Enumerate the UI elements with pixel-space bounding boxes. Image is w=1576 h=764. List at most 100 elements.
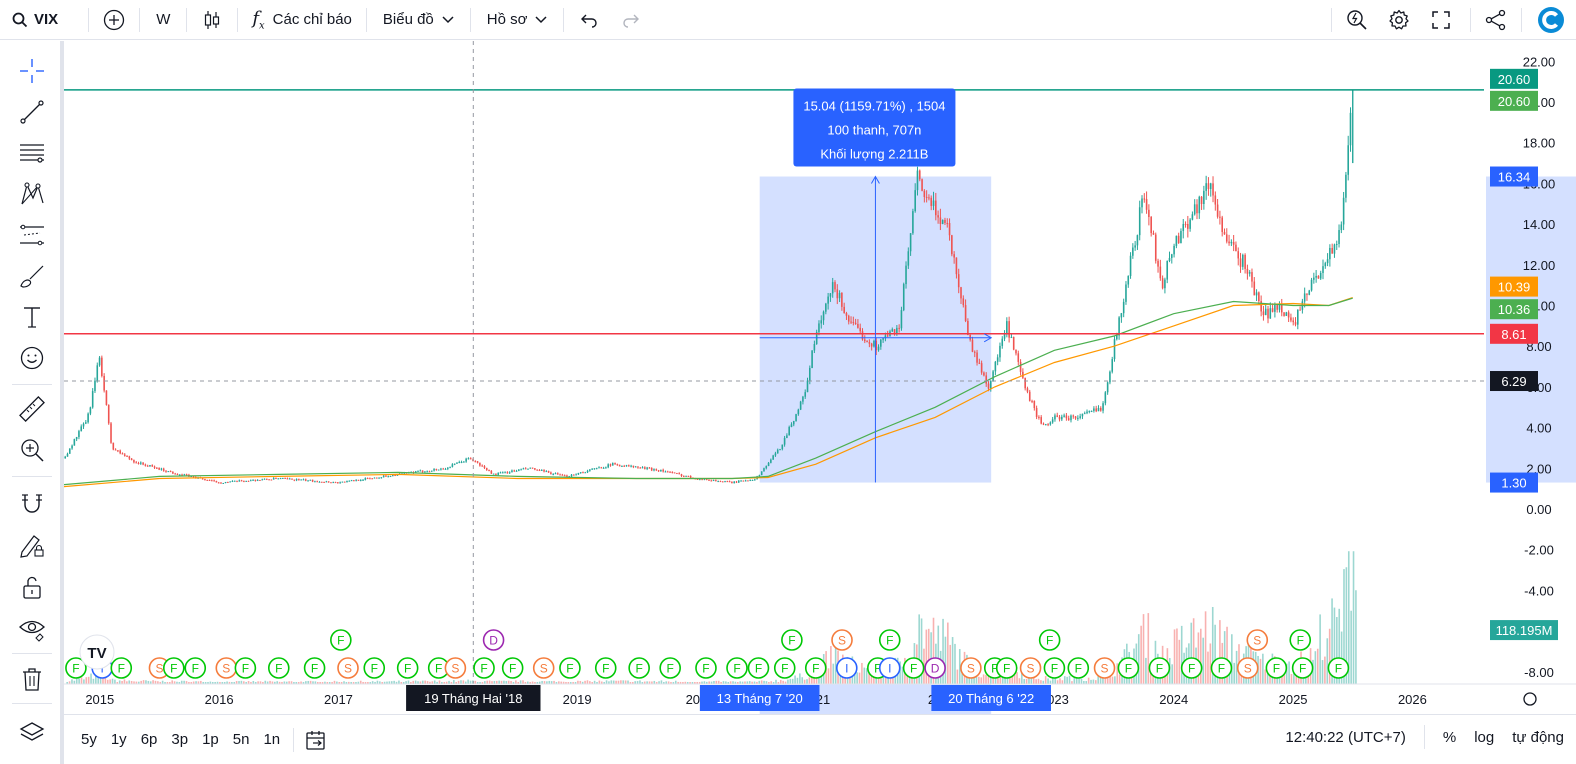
candle-body [300,479,302,481]
candle-body [863,339,866,342]
candle-body [94,380,96,392]
price-chart[interactable]: 15.04 (1159.71%) , 1504 100 thanh, 707n Kh… [64,41,1576,764]
time-axis[interactable]: 2015201620172019202120232024202520262022… [64,683,1576,711]
candle-body [430,470,433,472]
volume-bar [1097,675,1099,684]
candle-body [1141,198,1143,208]
log-toggle[interactable]: log [1474,728,1495,746]
candle-body [806,380,809,393]
magnet-tool[interactable] [14,487,50,523]
text-tool[interactable] [14,299,50,335]
profile-menu-button[interactable]: Hồ sơ [475,0,560,40]
settings-button[interactable] [1378,0,1420,40]
event-marker [1236,657,1259,679]
range-1m[interactable]: 1p [202,731,219,748]
candle-body [1104,392,1107,404]
range-5y[interactable]: 5y [81,731,97,748]
trendline-tool[interactable] [14,94,50,130]
hide-drawings-tool[interactable] [14,610,50,646]
volume-bar [80,677,83,684]
indicators-button[interactable]: fx Các chỉ báo [242,0,362,40]
volume-bar [526,681,529,684]
candle-body [146,465,149,467]
event-marker [659,657,681,679]
brand-logo[interactable] [1526,0,1576,40]
candle-body [685,475,687,477]
arrow-head-up [870,175,880,184]
chart-menu-button[interactable]: Biểu đồ [371,0,466,40]
axis-settings-gear-icon[interactable] [1523,692,1537,706]
candle-body [220,482,222,484]
chart-type-button[interactable] [191,0,233,40]
candle-body [369,478,371,480]
candle-body [460,461,463,463]
candle-body [1237,251,1240,259]
clock-label[interactable]: 12:40:22 (UTC+7) [1285,728,1406,746]
candle-body [117,450,119,452]
price-axis[interactable]: 22.0020.0018.0016.0014.0012.0010.008.006… [1490,54,1558,680]
moving-average-orange-line [64,297,1353,488]
volume-bar [1178,639,1181,684]
measure-tool[interactable] [14,391,50,427]
candle-body [385,475,387,477]
volume-bar [877,674,880,684]
candle-body [323,481,325,483]
candle-body [552,473,554,475]
candle-body [655,469,658,471]
event-marker [695,657,717,679]
share-button[interactable] [1475,0,1517,40]
calendar-goto-icon[interactable] [304,728,328,752]
volume-bar [522,680,524,684]
volume-bar [1314,651,1317,684]
range-3m[interactable]: 3p [171,731,189,748]
candle-body [1088,410,1091,412]
stay-in-drawing-tool[interactable] [14,528,50,564]
candle-body [909,233,912,252]
pattern-tool[interactable] [14,176,50,212]
volume-bar [997,675,999,684]
lock-drawings-tool[interactable] [14,569,50,605]
remove-drawings-tool[interactable] [14,661,50,697]
volume-bar [302,682,305,684]
symbol-search[interactable]: VIX [0,0,68,40]
volume-bar [200,680,202,684]
object-tree-button[interactable] [14,715,50,751]
range-1y[interactable]: 1y [110,731,127,748]
candle-body [1044,424,1047,426]
quick-search-button[interactable] [1336,0,1378,40]
candle-body [78,431,80,438]
volume-bar [149,681,152,684]
candle-body [440,468,442,470]
interval-button[interactable]: W [144,0,182,40]
events-layer[interactable]: FIFSFFSFFFSFFFSFFSFFFFFFFFFIFIFDSFFSFFSF… [65,629,1350,679]
candle-body [607,464,609,468]
range-6m[interactable]: 6p [140,731,158,748]
prediction-tool[interactable] [14,217,50,253]
event-marker [960,657,982,679]
emoji-tool[interactable] [14,340,50,376]
volume-bar [1173,629,1176,684]
candle-body [937,215,939,218]
candle-body [133,460,135,463]
event-marker-letter: F [635,662,642,676]
compare-button[interactable] [93,0,135,40]
zoom-tool[interactable] [14,432,50,468]
candle-body [1166,260,1169,280]
volume-bar [856,672,858,684]
candle-body [735,481,738,483]
range-1d[interactable]: 1n [263,731,281,748]
percent-toggle[interactable]: % [1442,728,1457,746]
redo-button[interactable] [610,0,652,40]
event-marker-letter: F [1273,662,1280,676]
fib-tool[interactable] [14,135,50,171]
fullscreen-button[interactable] [1420,0,1462,40]
event-marker [184,657,207,679]
crosshair-tool[interactable] [14,53,50,89]
range-5d[interactable]: 5n [232,731,250,748]
brush-tool[interactable] [14,258,50,294]
auto-toggle[interactable]: tự động [1512,728,1564,746]
event-marker [444,657,467,679]
candle-body [1012,337,1015,350]
undo-button[interactable] [568,0,610,40]
event-marker-letter: F [1218,662,1225,676]
